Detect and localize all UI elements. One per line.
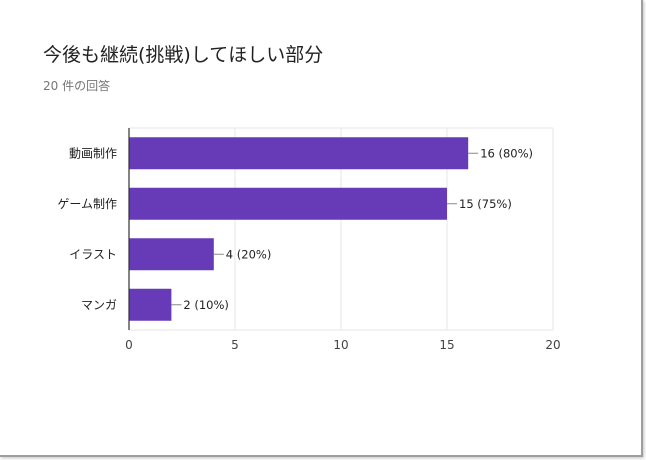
chart-title: 今後も継続(挑戦)してほしい部分 [43,44,324,66]
bar [129,238,214,271]
bar [129,187,447,220]
bar [129,137,469,170]
x-tick-label: 20 [545,338,560,352]
category-label: マンガ [81,298,117,312]
data-label: 4 (20%) [226,247,272,261]
x-tick-label: 10 [333,338,348,352]
data-label: 15 (75%) [459,197,512,211]
x-tick-label: 5 [231,338,239,352]
x-tick-label: 15 [439,338,454,352]
labels: 0 5 10 15 20 動画制作 16 (80%) ゲーム制作 15 (75%) イラスト 4 (… [57,146,560,352]
x-tick-label: 0 [125,338,133,352]
data-label: 16 (80%) [480,146,533,160]
bar [129,288,172,321]
category-label: イラスト [69,247,117,261]
bars [129,137,469,321]
category-label: ゲーム制作 [57,197,117,211]
data-label: 2 (10%) [183,298,229,312]
response-count: 20 件の回答 [43,79,111,93]
category-label: 動画制作 [69,146,117,160]
